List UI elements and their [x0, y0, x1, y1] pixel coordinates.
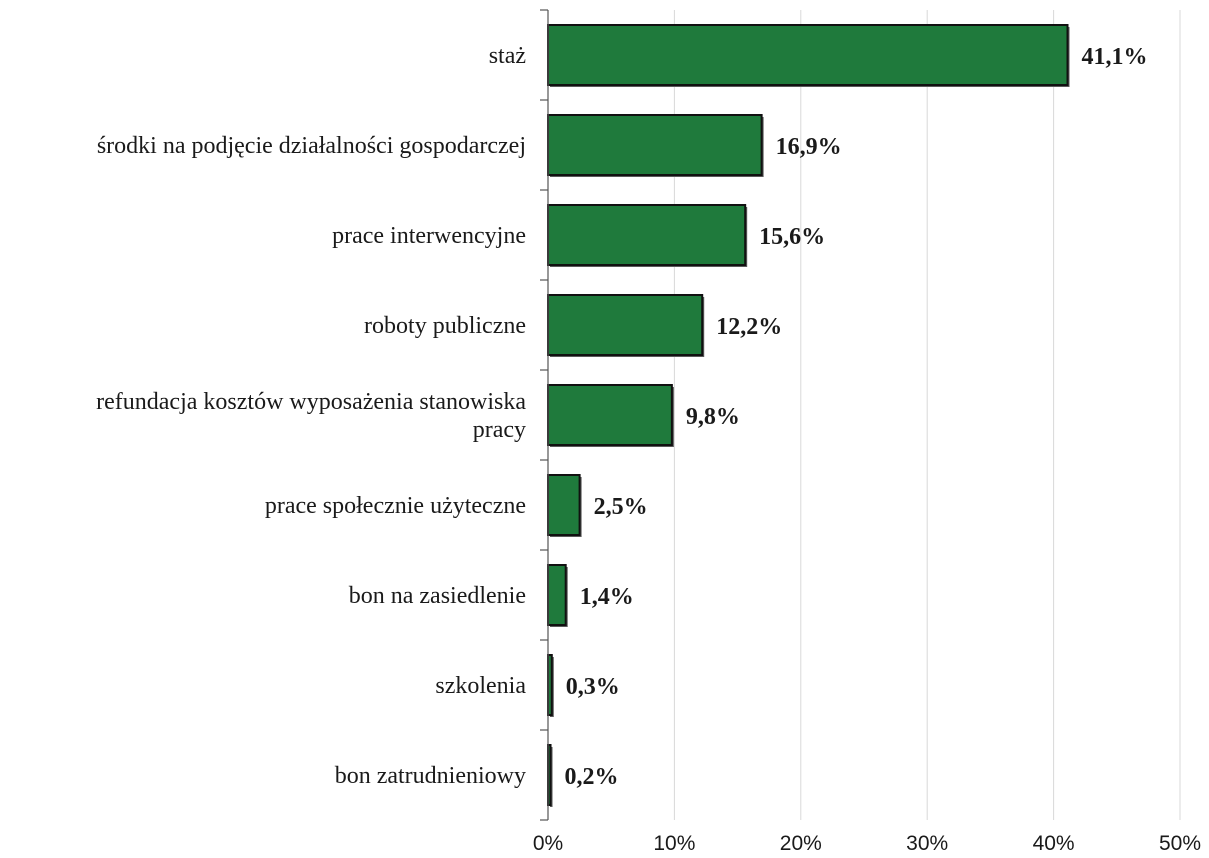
bar: [547, 474, 581, 536]
value-label: 0,3%: [566, 674, 620, 700]
x-tick-label: 0%: [533, 832, 563, 855]
bar: [547, 114, 763, 176]
value-label: 0,2%: [565, 764, 619, 790]
value-label: 16,9%: [776, 134, 842, 160]
labels: 0% 10% 20% 30% 40% 50% staż 41,1% środki na podj…: [96, 43, 1201, 855]
category-label: bon na zasiedlenie: [349, 583, 526, 609]
gridlines: [673, 10, 1181, 820]
value-label: 9,8%: [686, 404, 740, 430]
category-label: prace interwencyjne: [332, 223, 526, 249]
axes: [540, 9, 549, 821]
category-label: staż: [489, 43, 526, 69]
category-label: pracy: [473, 417, 526, 443]
value-label: 12,2%: [716, 314, 782, 340]
category-label: roboty publiczne: [364, 313, 526, 339]
x-tick-label: 30%: [906, 832, 948, 855]
category-label: bon zatrudnieniowy: [335, 763, 526, 789]
value-label: 15,6%: [759, 224, 825, 250]
category-label: szkolenia: [435, 673, 526, 699]
bar: [547, 24, 1069, 86]
bars: [547, 24, 1070, 807]
x-tick-label: 10%: [653, 832, 695, 855]
value-label: 41,1%: [1082, 44, 1148, 70]
x-tick-label: 50%: [1159, 832, 1201, 855]
category-label: środki na podjęcie działalności gospodar…: [97, 133, 526, 159]
bar: [547, 294, 704, 356]
value-label: 1,4%: [580, 584, 634, 610]
x-tick-label: 40%: [1033, 832, 1075, 855]
value-label: 2,5%: [594, 494, 648, 520]
bar: [547, 564, 567, 626]
bar: [547, 204, 747, 266]
bar: [547, 384, 673, 446]
category-label: refundacja kosztów wyposażenia stanowisk…: [96, 389, 526, 415]
x-tick-label: 20%: [780, 832, 822, 855]
category-label: prace społecznie użyteczne: [265, 493, 526, 519]
